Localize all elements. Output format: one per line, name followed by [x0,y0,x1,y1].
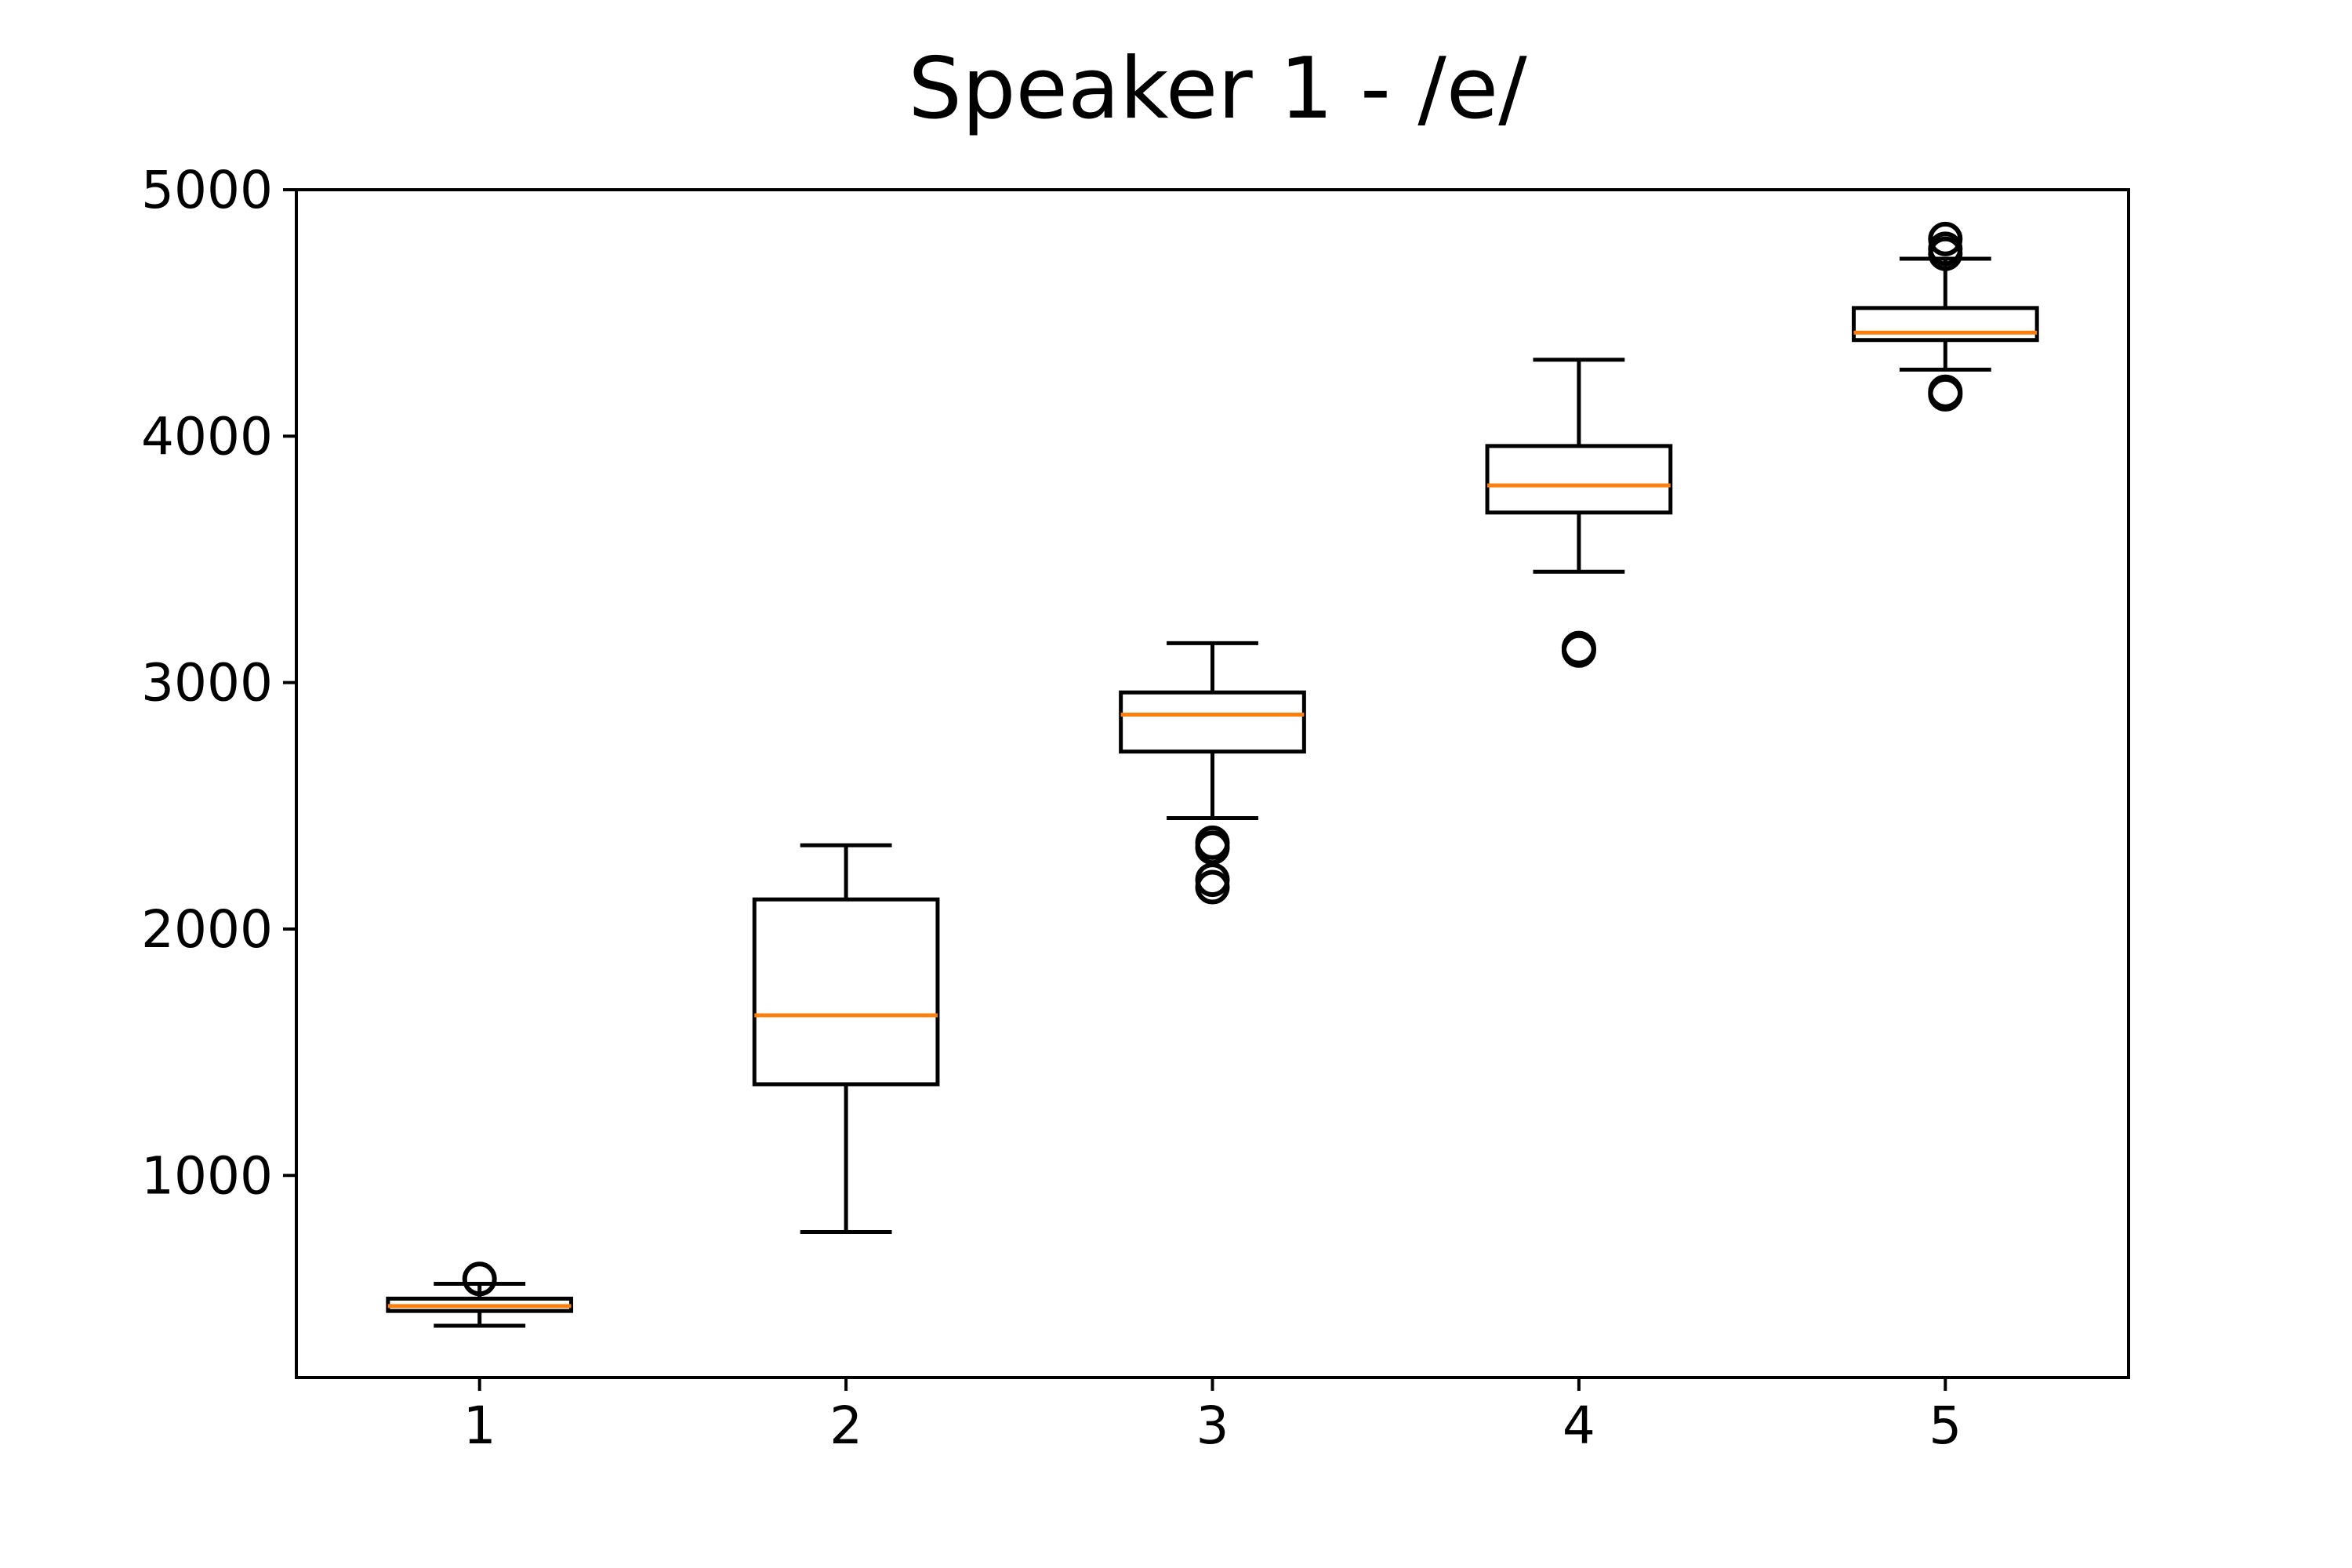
x-tick-label: 5 [1929,1396,1962,1456]
iqr-box [1119,690,1306,754]
x-tick-label: 3 [1196,1396,1229,1456]
outlier-point [462,1261,497,1297]
chart-title: Speaker 1 - /e/ [908,40,1527,138]
outlier-point [1928,236,1963,271]
y-tick-label: 4000 [141,406,273,466]
x-tick-label: 1 [463,1396,496,1456]
y-tick-label: 5000 [141,160,273,220]
iqr-box [1485,444,1673,515]
box-group-4 [1485,358,1673,668]
outlier-point [1195,825,1230,860]
x-axis: 1 2 3 4 5 [463,1377,1962,1456]
y-tick-label: 2000 [141,899,273,960]
x-tick-label: 4 [1563,1396,1595,1456]
box-group-2 [752,843,940,1235]
iqr-box [1851,306,2039,343]
outlier-point [1928,221,1963,256]
y-tick-label: 1000 [141,1145,273,1206]
outlier-point [1561,630,1596,666]
outlier-point [1928,376,1963,412]
outlier-point [1195,869,1230,905]
box-group-1 [386,1261,574,1328]
y-tick-label: 3000 [141,653,273,713]
x-tick-label: 2 [829,1396,862,1456]
iqr-box [752,897,940,1087]
plot-area [386,221,2039,1328]
y-axis: 1000 2000 3000 4000 5000 [141,160,296,1206]
box-group-5 [1851,221,2039,412]
box-group-3 [1119,641,1306,905]
